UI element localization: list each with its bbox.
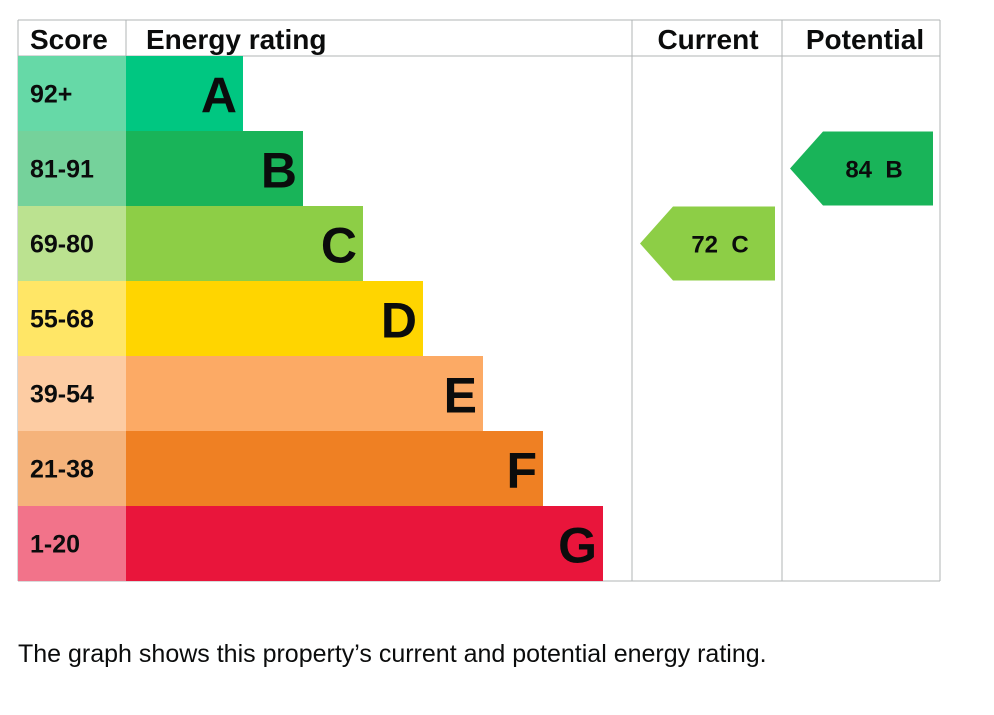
rating-pointers: 72 C 84 B bbox=[640, 131, 933, 281]
score-label-b: 81-91 bbox=[30, 156, 94, 184]
band-bar-b bbox=[126, 131, 303, 206]
energy-rating-chart: Score Energy rating Current Potential 92… bbox=[17, 19, 941, 582]
band-letter-d: D bbox=[381, 293, 417, 349]
score-cell-c bbox=[18, 206, 126, 281]
band-letter-c: C bbox=[321, 218, 357, 274]
band-letter-f: F bbox=[506, 443, 537, 499]
potential-pointer-label: 84 B bbox=[845, 157, 902, 184]
chart-caption: The graph shows this property’s current … bbox=[18, 640, 767, 668]
band-bar-c bbox=[126, 206, 363, 281]
score-cell-d bbox=[18, 281, 126, 356]
score-label-c: 69-80 bbox=[30, 231, 94, 259]
chart-headers: Score Energy rating Current Potential bbox=[30, 24, 924, 55]
score-label-a: 92+ bbox=[30, 81, 72, 109]
band-letter-g: G bbox=[558, 518, 597, 574]
band-bar-f bbox=[126, 431, 543, 506]
header-energy-rating: Energy rating bbox=[146, 24, 326, 55]
score-label-f: 21-38 bbox=[30, 456, 94, 484]
score-cell-b bbox=[18, 131, 126, 206]
rating-bands: 92+ A 81-91 B 69-80 C 55-68 D 39-54 E 21-38 F 1-20 G bbox=[18, 56, 603, 581]
score-label-e: 39-54 bbox=[30, 381, 94, 409]
current-pointer-label: 72 C bbox=[691, 232, 748, 259]
band-letter-a: A bbox=[201, 68, 237, 124]
band-bar-e bbox=[126, 356, 483, 431]
band-bar-g bbox=[126, 506, 603, 581]
score-cell-g bbox=[18, 506, 126, 581]
score-cell-f bbox=[18, 431, 126, 506]
band-letter-b: B bbox=[261, 143, 297, 199]
score-label-d: 55-68 bbox=[30, 306, 94, 334]
potential-pointer bbox=[790, 131, 933, 206]
band-bar-a bbox=[126, 56, 243, 131]
current-pointer bbox=[640, 206, 775, 281]
header-score: Score bbox=[30, 24, 108, 55]
score-label-g: 1-20 bbox=[30, 531, 80, 559]
band-bar-d bbox=[126, 281, 423, 356]
band-letter-e: E bbox=[444, 368, 477, 424]
score-cell-a bbox=[18, 56, 126, 131]
header-current: Current bbox=[657, 24, 758, 55]
score-cell-e bbox=[18, 356, 126, 431]
header-potential: Potential bbox=[806, 24, 924, 55]
